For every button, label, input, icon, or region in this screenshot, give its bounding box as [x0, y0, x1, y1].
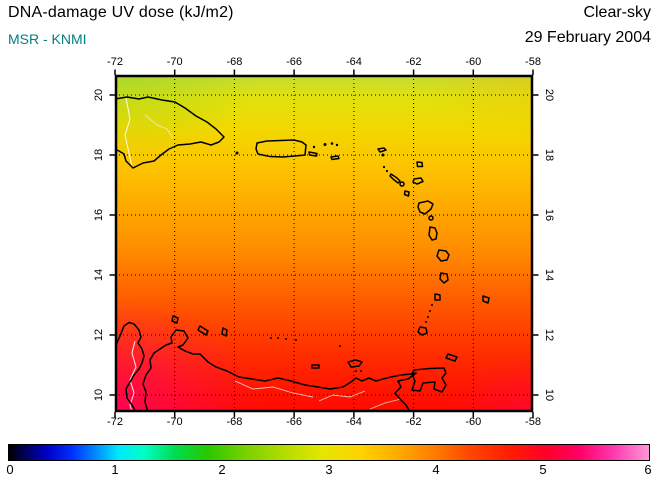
lat-tick-label-left: 20 [93, 88, 105, 102]
lon-tick-label-bottom: -58 [525, 416, 541, 428]
lon-tick-label-top: -68 [226, 56, 243, 68]
lat-tick-label-right: 14 [543, 268, 555, 282]
lat-tick-label-right: 10 [543, 388, 555, 402]
lat-tick-label-right: 20 [543, 88, 555, 102]
colorbar-tick-label: 2 [218, 462, 226, 477]
colorbar [8, 444, 650, 461]
coastlines [115, 96, 490, 412]
lat-tick-label-right: 12 [543, 328, 555, 342]
lon-tick-label-top: -60 [465, 56, 482, 68]
lon-tick-label-top: -66 [286, 56, 303, 68]
lon-tick-label-bottom: -66 [286, 416, 303, 428]
lon-tick-label-bottom: -64 [345, 416, 362, 428]
colorbar-tick-label: 6 [644, 462, 652, 477]
uv-dose-field-tint [115, 75, 533, 412]
lon-tick-label-bottom: -62 [405, 416, 422, 428]
lon-tick-label-bottom: -70 [166, 416, 183, 428]
lon-tick-label-bottom: -72 [107, 416, 123, 428]
grid-lines [115, 75, 533, 412]
axis-ticks [109, 69, 539, 418]
date-label: 29 February 2004 [524, 29, 651, 46]
lon-tick-label-top: -72 [107, 56, 123, 68]
colorbar-tick-label: 5 [539, 462, 547, 477]
colorbar-tick-label: 4 [432, 462, 440, 477]
country-borders [124, 97, 137, 412]
lat-tick-label-left: 18 [93, 148, 105, 162]
map-frame [114, 74, 534, 413]
lon-tick-label-bottom: -68 [226, 416, 243, 428]
lon-tick-label-top: -58 [525, 56, 541, 68]
source-label: MSR - KNMI [8, 31, 87, 47]
lon-tick-label-bottom: -60 [465, 416, 482, 428]
page-title: DNA-damage UV dose (kJ/m2) [8, 4, 234, 21]
lat-tick-label-left: 12 [93, 328, 105, 342]
lat-tick-label-right: 16 [543, 208, 555, 222]
colorbar-tick-label: 1 [111, 462, 119, 477]
header-right: Clear-sky 29 February 2004 [525, 4, 651, 47]
lon-tick-label-top: -70 [166, 56, 183, 68]
lon-tick-label-top: -62 [405, 56, 422, 68]
lat-tick-label-left: 16 [93, 208, 105, 222]
condition-label: Clear-sky [583, 4, 651, 21]
colorbar-tick-label: 0 [6, 462, 14, 477]
colorbar-tick-label: 3 [325, 462, 333, 477]
lat-tick-label-left: 10 [93, 388, 105, 402]
lat-tick-label-left: 14 [93, 268, 105, 282]
lat-tick-label-right: 18 [543, 148, 555, 162]
rivers [144, 114, 402, 410]
lon-tick-label-top: -64 [345, 56, 362, 68]
